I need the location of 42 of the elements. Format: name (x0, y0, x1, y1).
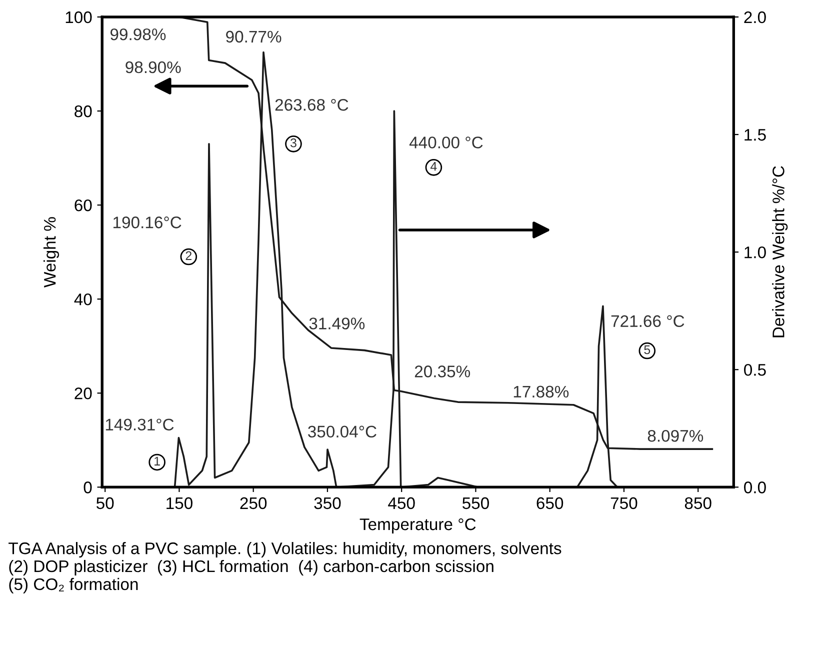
annotation: 17.88% (514, 386, 569, 398)
annotation: 90.77% (226, 30, 282, 43)
x-tick-label: 850 (684, 497, 712, 510)
y-tick-label: 0 (84, 482, 92, 494)
annotation: 440.00 °C (409, 136, 483, 148)
y-tick-label: 100 (66, 11, 92, 24)
y2-tick-label: 2.0 (744, 11, 766, 24)
annotation: 190.16°C (114, 216, 182, 228)
annotation: 263.68 °C (275, 98, 348, 111)
x-axis-title: Temperature °C (360, 518, 476, 534)
text: TGA Analysis of a PVC sample. (1) Volatiles: humidity, monomers, solvents (2) DOP plasticizer (3) HCL formation (4) carbon-carbon scission (5) CO₂ formation (8, 542, 562, 594)
x-tick-label: 550 (462, 497, 489, 510)
y2-tick-label: 1.0 (744, 246, 766, 258)
annotation: 2 (186, 251, 192, 260)
y2-tick-label: 0.0 (744, 482, 766, 494)
annotation: 1 (154, 456, 160, 466)
x-tick-label: 750 (610, 497, 638, 510)
annotation: 20.35% (414, 366, 470, 378)
annotation: 31.49% (309, 318, 365, 330)
annotation: 98.90% (126, 61, 181, 74)
annotation: 350.04°C (308, 426, 376, 438)
x-tick-label: 150 (166, 497, 192, 510)
annotation: 5 (644, 345, 650, 354)
annotation: 4 (430, 162, 437, 171)
y2-tick-label: 0.5 (744, 364, 766, 376)
annotation: 3 (290, 138, 296, 148)
y-tick-label: 20 (74, 388, 92, 400)
x-tick-label: 450 (388, 497, 415, 510)
y-tick-label: 60 (74, 199, 92, 212)
y2-axis-title: Derivative Weight %/°C (772, 166, 788, 338)
x-tick-label: 650 (536, 497, 564, 510)
y-tick-label: 80 (74, 105, 92, 118)
annotation: 721.66 °C (611, 315, 684, 328)
y2-tick-label: 1.5 (744, 129, 766, 141)
annotation: 99.98% (110, 28, 166, 40)
x-tick-label: 350 (314, 497, 341, 510)
annotation: 8.097% (648, 430, 704, 442)
x-tick-label: 50 (96, 497, 114, 510)
annotation: 149.31°C (106, 418, 174, 430)
y-axis-title: Weight % (44, 217, 60, 288)
x-tick-label: 250 (240, 497, 267, 510)
y-tick-label: 40 (74, 293, 92, 306)
